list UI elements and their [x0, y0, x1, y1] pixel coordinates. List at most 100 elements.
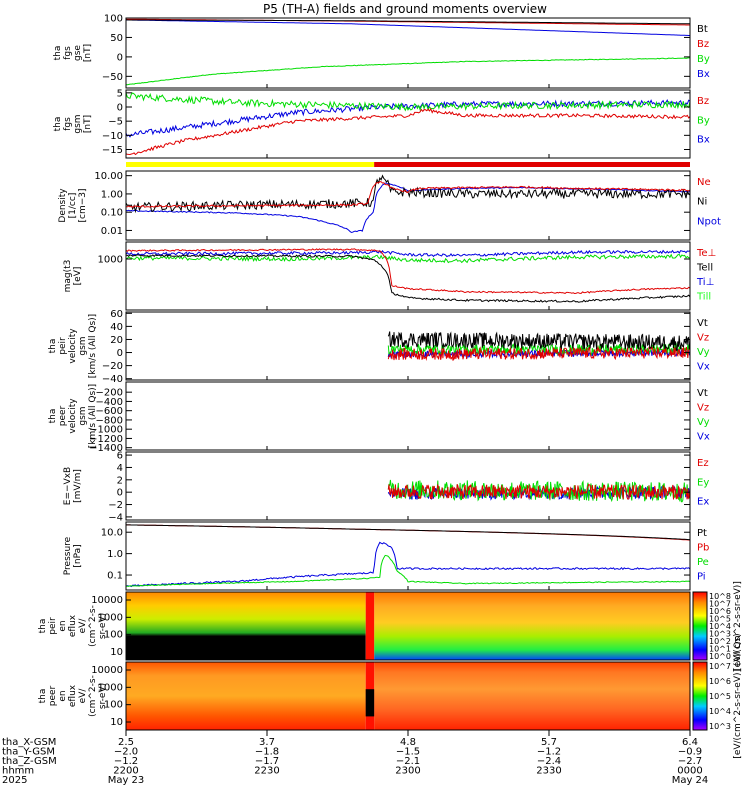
x-tick-label: 2200 — [113, 766, 138, 777]
ylabel-line: Density — [58, 188, 68, 223]
colorbar-tick-label: 10^6 — [709, 607, 731, 616]
ylabel-line: fgs — [63, 117, 73, 131]
y-tick-label: 0.01 — [101, 226, 123, 237]
colorbar-label: [eV/(cm^2-s-sr-eV)] (All Qs) — [733, 633, 743, 758]
x-tick-label: 6.4 — [682, 737, 698, 748]
panel-density: Density [1/cc] [cm−3] 10.00 1.00 0.10 0.01 Ne Ni… — [58, 170, 721, 241]
heatmap-body — [126, 662, 690, 730]
series-bx-line — [126, 19, 690, 36]
colorbar-scale — [692, 661, 708, 731]
ylabel-line: sr-eV) — [98, 613, 108, 639]
panel-frame — [125, 591, 691, 661]
y-tick-label: 10 — [110, 647, 123, 658]
legend-entry: Te⊥ — [696, 248, 716, 259]
ylabel-line: velocity — [68, 328, 78, 364]
ylabel-line: tha — [48, 409, 58, 424]
y-tick-label: −800 — [96, 415, 123, 426]
legend-entry: Vt — [697, 318, 708, 329]
y-tick-label: 60 — [110, 309, 123, 320]
ylabel-line: eV/ — [78, 618, 88, 634]
x-tick-label: −2.0 — [114, 747, 138, 758]
ylabel-line: fgs — [63, 46, 73, 60]
legend-entry: Pb — [697, 543, 709, 554]
series-by-line — [126, 57, 690, 86]
y-tick-label: −600 — [96, 406, 123, 417]
series-pe-line — [126, 554, 690, 587]
series-pi-line — [126, 541, 690, 588]
series-group — [126, 524, 690, 588]
x-tick-label: −1.2 — [114, 756, 138, 767]
y-tick-label: −10 — [102, 131, 123, 142]
series-bx-line — [126, 99, 690, 138]
colorbar-tick-label: 10^7 — [709, 600, 731, 609]
ylabel-line: velocity — [68, 398, 78, 434]
series-group — [126, 174, 690, 234]
mode-bar-segment-yellow — [126, 162, 375, 167]
legend-entry: Pt — [697, 528, 707, 539]
y-tick-label: 0.1 — [107, 571, 123, 582]
ylabel-line: [km/s (All Qs)] — [88, 314, 98, 378]
ylabel-line: en — [58, 620, 68, 631]
y-tick-label: 0.10 — [101, 208, 123, 219]
panel-pressure: Pressure [nPa] 10.0 1.0 0.1 Pt Pb Pe Pi — [63, 521, 709, 591]
series-group — [387, 479, 690, 503]
ylabel-line: [eV] — [73, 267, 83, 286]
ylabel-line: tha — [38, 619, 48, 634]
y-tick-label: 10.0 — [101, 528, 123, 539]
ylabel-line: gse — [73, 45, 83, 61]
x-tick-label: 2300 — [395, 766, 420, 777]
y-tick-label: 6 — [117, 451, 123, 462]
panel-ylabel: tha peir en eflux eV/(cm^2-s-sr-eV) — [38, 605, 108, 647]
panel-peir: tha peir velocity gsm [km/s (All Qs)] 60 40 20 0… — [48, 309, 710, 385]
ylabel-line: mag(t3 — [63, 260, 73, 293]
x-tick-label: −1.7 — [255, 756, 279, 767]
series-by-line — [126, 92, 690, 112]
y-tick-label: −2 — [108, 500, 123, 511]
x-tick-label: 2230 — [254, 766, 279, 777]
y-tick-label: 1.00 — [101, 189, 123, 200]
series-bt-line — [126, 19, 690, 25]
panel-legend: Ne Ni Npot — [697, 177, 721, 227]
ylabel-line: [nPa] — [73, 544, 83, 567]
y-tick-label: 20 — [110, 335, 123, 346]
panel-peir_spec: tha peir en eflux eV/(cm^2-s-sr-eV)100001000… — [38, 581, 743, 671]
legend-entry: Bx — [697, 69, 710, 80]
x-row-label: tha_X-GSM — [2, 737, 56, 748]
x-tick-label: 2330 — [536, 766, 561, 777]
x-tick-label: −1.2 — [537, 747, 561, 758]
panel-peer: tha peer velocity gsm [km/s (All Qs)]−200−40… — [48, 381, 710, 454]
panel-fgs_gsm: tha fgs gsm [nT] 5 0 −5 −10 −15 Bz By Bx — [53, 88, 710, 159]
colorbar-tick-label: 10^4 — [709, 622, 731, 631]
y-tick-label: −200 — [96, 388, 123, 399]
colorbar-label: [eV/(cm^2-s-sr-eV)] — [733, 581, 743, 671]
series-ne-line — [126, 181, 690, 209]
panel-ylabel: Density [1/cc] [cm−3] — [58, 188, 88, 223]
panel-frame — [125, 17, 691, 89]
series-ti-line — [126, 249, 690, 258]
ylabel-line: eV/ — [78, 688, 88, 704]
series-group — [387, 331, 690, 362]
y-tick-label: 4 — [117, 463, 123, 474]
colorbar-tick-label: 10^3 — [709, 630, 731, 639]
ylabel-line: tha — [48, 339, 58, 354]
legend-entry: Vt — [697, 388, 708, 399]
y-tick-label: 1000 — [98, 682, 123, 693]
y-tick-label: 0 — [117, 103, 123, 114]
ylabel-line: tha — [38, 689, 48, 704]
ylabel-line: [1/cc] — [68, 193, 78, 219]
panel-ylabel: tha peer en eflux eV/(cm^2-s-sr-eV) — [38, 675, 108, 717]
y-tick-label: 1000 — [98, 255, 123, 266]
legend-entry: Vy — [697, 417, 710, 428]
y-tick-label: 0 — [117, 348, 123, 359]
ylabel-line: Pressure — [63, 536, 73, 575]
y-tick-label: −20 — [102, 361, 123, 372]
series-npot-line — [126, 182, 690, 234]
series-group — [126, 248, 690, 303]
ylabel-line: peir — [48, 617, 58, 635]
panel-ylabel: tha peir velocity gsm [km/s (All Qs)] — [48, 314, 98, 378]
colorbar-tick-label: 10^5 — [709, 692, 731, 701]
legend-entry: Vz — [697, 333, 709, 344]
legend-entry: Pi — [697, 572, 706, 583]
colorbar-tick-label: 10^3 — [709, 722, 731, 731]
y-tick-label: 0 — [117, 52, 123, 63]
